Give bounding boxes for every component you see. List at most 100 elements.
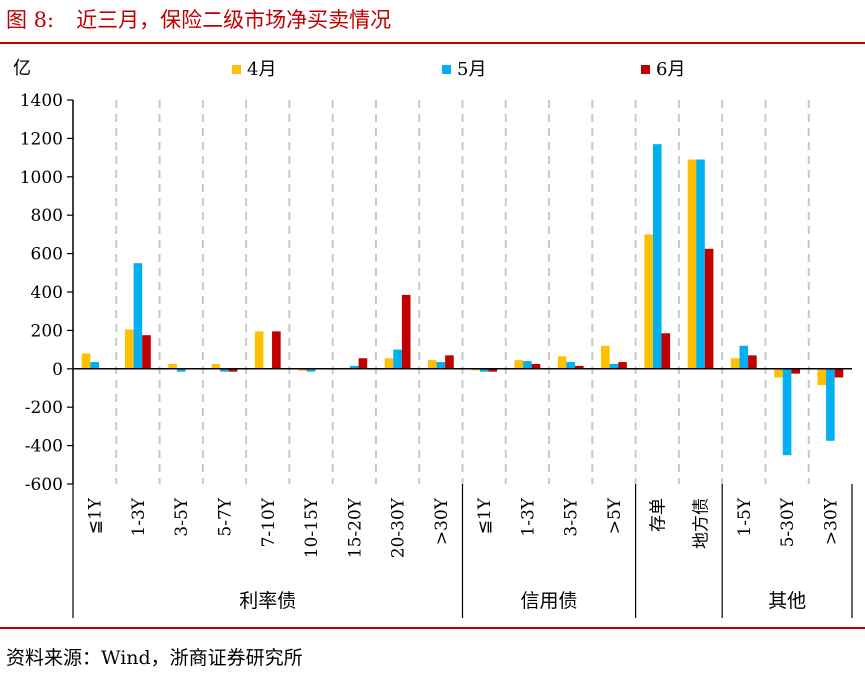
bar <box>514 360 524 369</box>
bar <box>531 364 541 369</box>
bar <box>609 364 619 369</box>
legend-label: 6月 <box>656 59 685 80</box>
bar <box>826 368 835 441</box>
bar <box>220 368 229 372</box>
bar <box>618 362 627 369</box>
bar <box>176 368 186 372</box>
x-tick-label: ≦1Y <box>475 497 495 534</box>
y-tick-label: 800 <box>31 206 63 226</box>
figure-title: 图 8: 近三月，保险二级市场净买卖情况 <box>6 2 391 38</box>
y-tick-label: -200 <box>25 398 63 418</box>
bar <box>350 365 359 369</box>
x-tick-label: 3-5Y <box>562 497 582 536</box>
axes <box>67 99 853 618</box>
bar <box>81 353 91 369</box>
bar <box>644 234 653 369</box>
bar <box>436 362 446 369</box>
legend-swatch <box>641 65 650 74</box>
bar <box>557 356 567 369</box>
bar <box>834 368 844 378</box>
legend-swatch <box>442 65 451 74</box>
group-labels: 利率债 信用债 其他 <box>239 590 806 612</box>
bar <box>704 248 714 369</box>
x-tick-label: 10-15Y <box>302 497 322 558</box>
y-tick-label: 0 <box>52 360 63 380</box>
x-tick-label: >5Y <box>605 497 625 534</box>
bar <box>730 358 740 369</box>
figure-title-text: 近三月，保险二级市场净买卖情况 <box>76 8 392 32</box>
bar <box>566 362 575 369</box>
bars <box>81 144 844 456</box>
bar <box>142 335 151 369</box>
x-tick-label: 20-30Y <box>389 497 409 558</box>
category-separators <box>115 100 810 484</box>
y-tick-label: 1000 <box>20 168 63 188</box>
bar <box>427 360 437 369</box>
y-tick-label: -600 <box>25 475 63 495</box>
bar <box>168 364 177 369</box>
bar <box>601 345 610 369</box>
y-tick-label: 600 <box>31 245 63 265</box>
y-tick-label: 1400 <box>20 91 63 111</box>
bar <box>574 365 584 369</box>
bar <box>228 368 238 372</box>
legend-label: 4月 <box>247 59 276 80</box>
source-note: 资料来源：Wind，浙商证券研究所 <box>6 647 303 669</box>
bar <box>393 349 402 369</box>
y-tick-label: -400 <box>25 437 63 457</box>
bar <box>125 329 134 369</box>
x-tick-label: 5-7Y <box>215 497 235 536</box>
bar <box>445 355 454 369</box>
bar <box>748 355 757 369</box>
bar <box>384 358 394 369</box>
x-tick-label: 1-3Y <box>129 497 149 536</box>
bar <box>90 362 99 369</box>
top-rule <box>0 42 865 44</box>
x-tick-label: 地方债 <box>692 498 712 549</box>
bottom-rule <box>0 627 865 629</box>
bar <box>488 368 498 372</box>
x-tick-label: 5-30Y <box>778 497 798 547</box>
bar <box>774 368 783 378</box>
bar <box>661 333 671 369</box>
y-tick-label: 400 <box>31 283 63 303</box>
group-label: 其他 <box>768 590 806 612</box>
x-tick-label: >30Y <box>821 497 841 545</box>
x-tick-label: 15-20Y <box>345 497 365 558</box>
bar <box>652 144 662 369</box>
bar <box>523 361 532 369</box>
y-tick-label: 1200 <box>20 129 63 149</box>
bar <box>298 368 307 371</box>
bar <box>133 263 143 369</box>
bar <box>401 294 411 369</box>
x-tick-labels: ≦1Y 1-3Y 3-5Y 5-7Y 7-10Y 10-15Y 15-20Y 20-30Y >3… <box>86 497 842 558</box>
bar <box>254 331 264 369</box>
bar <box>272 331 281 369</box>
group-label: 利率债 <box>239 590 296 612</box>
bar <box>791 368 800 374</box>
x-tick-label: 存单 <box>648 498 668 532</box>
x-tick-label: 3-5Y <box>172 497 192 536</box>
x-tick-label: ≦1Y <box>86 497 106 534</box>
bar <box>687 159 697 369</box>
legend: 4月 5月 6月 <box>232 59 685 80</box>
bar <box>479 368 489 372</box>
legend-label: 5月 <box>457 59 486 80</box>
bar <box>696 159 705 369</box>
x-tick-label: 7-10Y <box>259 497 279 547</box>
x-tick-label: 1-5Y <box>735 497 755 536</box>
figure-number: 图 8: <box>6 8 55 32</box>
y-tick-labels: 1400 1200 1000 800 600 400 200 0 -200 -400 -600 <box>20 91 63 495</box>
y-tick-label: 200 <box>31 321 63 341</box>
bar <box>817 368 827 386</box>
y-axis-label: 亿 <box>13 58 31 79</box>
legend-swatch <box>232 65 241 74</box>
bar-chart: 亿 4月 5月 6月 1400 1200 1000 800 600 400 200 0 -200 -4… <box>13 58 853 618</box>
bar <box>782 368 792 456</box>
bar <box>358 358 368 369</box>
x-tick-label: >30Y <box>432 497 452 545</box>
bar <box>739 345 749 369</box>
x-tick-label: 1-3Y <box>518 497 538 536</box>
bar <box>306 368 316 372</box>
bar <box>211 364 221 369</box>
